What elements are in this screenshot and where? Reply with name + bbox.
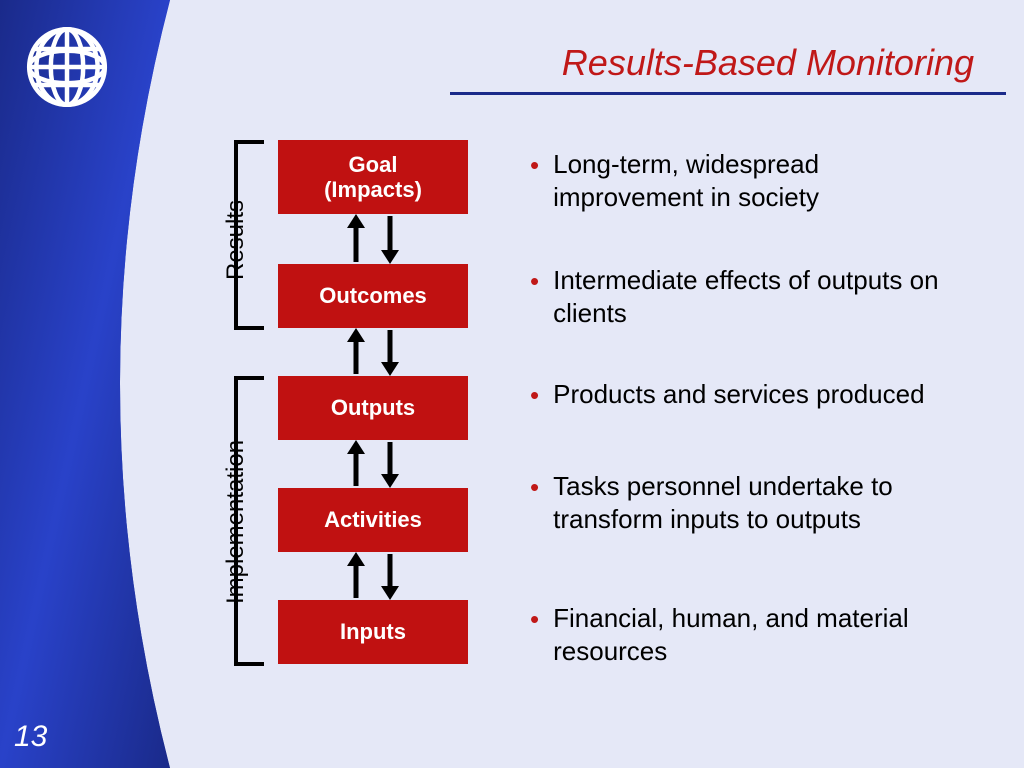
bullet-dot-icon: • [530, 268, 539, 294]
flow-box-2: Outputs [278, 376, 468, 440]
flow-box-1: Outcomes [278, 264, 468, 328]
bullet-text: Intermediate effects of outputs on clien… [553, 264, 970, 329]
globe-icon [22, 22, 112, 112]
bullet-0: • Long-term, widespread improvement in so… [530, 148, 970, 213]
bullet-text: Products and services produced [553, 378, 924, 411]
bullet-dot-icon: • [530, 382, 539, 408]
slide-title: Results-Based Monitoring [562, 42, 974, 84]
title-underline [450, 92, 1006, 95]
bracket-label-0: Results [222, 200, 250, 280]
flow-box-0: Goal(Impacts) [278, 140, 468, 214]
flow-box-4: Inputs [278, 600, 468, 664]
bullet-3: • Tasks personnel undertake to transform … [530, 470, 970, 535]
bullet-text: Long-term, widespread improvement in soc… [553, 148, 970, 213]
flow-arrows-1 [278, 328, 468, 376]
bullet-dot-icon: • [530, 152, 539, 178]
slide-number: 13 [14, 720, 47, 754]
bullet-1: • Intermediate effects of outputs on clie… [530, 264, 970, 329]
flow-column: Goal(Impacts) Outcomes Outputs Activities In… [278, 140, 468, 720]
flow-arrows-2 [278, 440, 468, 488]
flow-arrows-0 [278, 214, 468, 264]
bullet-dot-icon: • [530, 474, 539, 500]
bullet-text: Tasks personnel undertake to transform i… [553, 470, 970, 535]
flow-box-3: Activities [278, 488, 468, 552]
sidebar-panel [0, 0, 170, 768]
bracket-label-1: Implementation [222, 440, 250, 604]
bullet-dot-icon: • [530, 606, 539, 632]
flow-arrows-3 [278, 552, 468, 600]
bullet-text: Financial, human, and material resources [553, 602, 970, 667]
bullet-2: • Products and services produced [530, 378, 970, 411]
bullet-4: • Financial, human, and material resource… [530, 602, 970, 667]
